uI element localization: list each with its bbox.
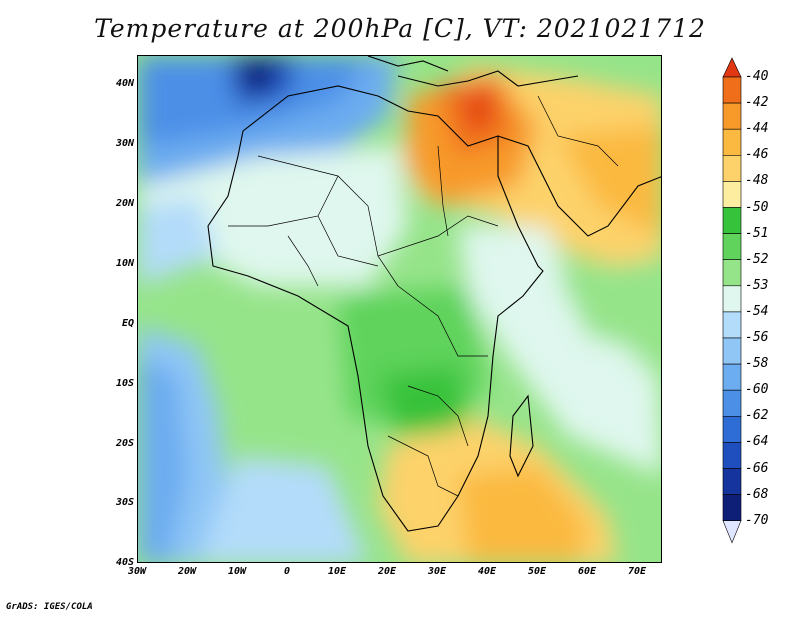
colorbar-level-label: -50 xyxy=(745,199,769,215)
colorbar-swatch xyxy=(722,259,742,287)
colorbar-level-label: -54 xyxy=(745,303,769,319)
x-tick-label: 50E xyxy=(527,566,547,577)
colorbar-top-triangle xyxy=(722,57,742,78)
colorbar-swatch xyxy=(722,76,742,104)
colorbar-level-label: -60 xyxy=(745,382,769,398)
colorbar-swatch xyxy=(722,494,742,522)
colorbar xyxy=(722,57,742,544)
colorbar-level-label: -42 xyxy=(745,95,769,111)
colorbar-swatch xyxy=(722,207,742,234)
colorbar-swatch xyxy=(722,389,742,417)
x-tick-label: 30W xyxy=(127,566,147,577)
colorbar-level-label: -40 xyxy=(745,69,769,84)
colorbar-swatch xyxy=(722,102,742,130)
colorbar-swatch xyxy=(722,468,742,495)
x-tick-label: 60E xyxy=(577,566,597,577)
colorbar-level-label: -64 xyxy=(745,434,769,450)
country-borders xyxy=(228,95,619,497)
colorbar-level-label: -51 xyxy=(745,225,769,241)
colorbar-swatch xyxy=(722,233,742,261)
colorbar-level-label: -46 xyxy=(745,147,769,163)
x-tick-label: 0 xyxy=(283,566,291,577)
colorbar-level-label: -62 xyxy=(745,408,769,424)
credit-footer: GrADS: IGES/COLA xyxy=(6,602,93,612)
colorbar-level-label: -58 xyxy=(745,356,769,372)
colorbar-swatch xyxy=(722,181,742,208)
colorbar-swatch xyxy=(722,311,742,339)
map-panel xyxy=(137,55,662,563)
x-tick-label: 20E xyxy=(377,566,397,577)
colorbar-level-label: -53 xyxy=(745,277,769,293)
colorbar-level-label: -66 xyxy=(745,460,769,476)
y-tick-label: 30S xyxy=(115,497,134,508)
colorbar-swatch xyxy=(722,415,742,443)
x-tick-label: 20W xyxy=(177,566,197,577)
coastlines xyxy=(207,56,661,532)
y-tick-label: EQ xyxy=(121,318,134,329)
chart-title: Temperature at 200hPa [C], VT: 202102171… xyxy=(94,14,706,43)
colorbar-swatch xyxy=(722,363,742,391)
colorbar-swatch xyxy=(722,128,742,156)
colorbar-swatch xyxy=(722,155,742,182)
y-tick-label: 40N xyxy=(115,78,134,89)
temperature-field-map xyxy=(138,56,661,562)
colorbar-level-label: -56 xyxy=(745,330,769,345)
colorbar-level-label: -52 xyxy=(745,251,769,267)
colorbar-level-label: -68 xyxy=(745,486,769,502)
x-tick-label: 10W xyxy=(227,566,247,577)
colorbar-swatch xyxy=(722,285,742,313)
temperature-shading xyxy=(138,56,661,562)
y-tick-label: 20N xyxy=(115,198,134,209)
y-tick-label: 10N xyxy=(115,258,134,269)
colorbar-bottom-triangle xyxy=(722,520,742,544)
colorbar-swatch xyxy=(722,337,742,365)
x-tick-label: 70E xyxy=(627,566,647,577)
x-tick-label: 40E xyxy=(477,566,497,577)
colorbar-level-label: -48 xyxy=(745,173,769,189)
x-tick-label: 10E xyxy=(327,566,347,577)
y-tick-label: 30N xyxy=(115,138,134,149)
colorbar-swatch xyxy=(722,442,742,469)
y-tick-label: 40S xyxy=(115,557,134,568)
y-tick-label: 20S xyxy=(115,438,134,449)
colorbar-level-label: -44 xyxy=(745,121,769,137)
y-tick-label: 10S xyxy=(115,378,134,389)
colorbar-level-label: -70 xyxy=(745,512,769,528)
x-tick-label: 30E xyxy=(427,566,447,577)
